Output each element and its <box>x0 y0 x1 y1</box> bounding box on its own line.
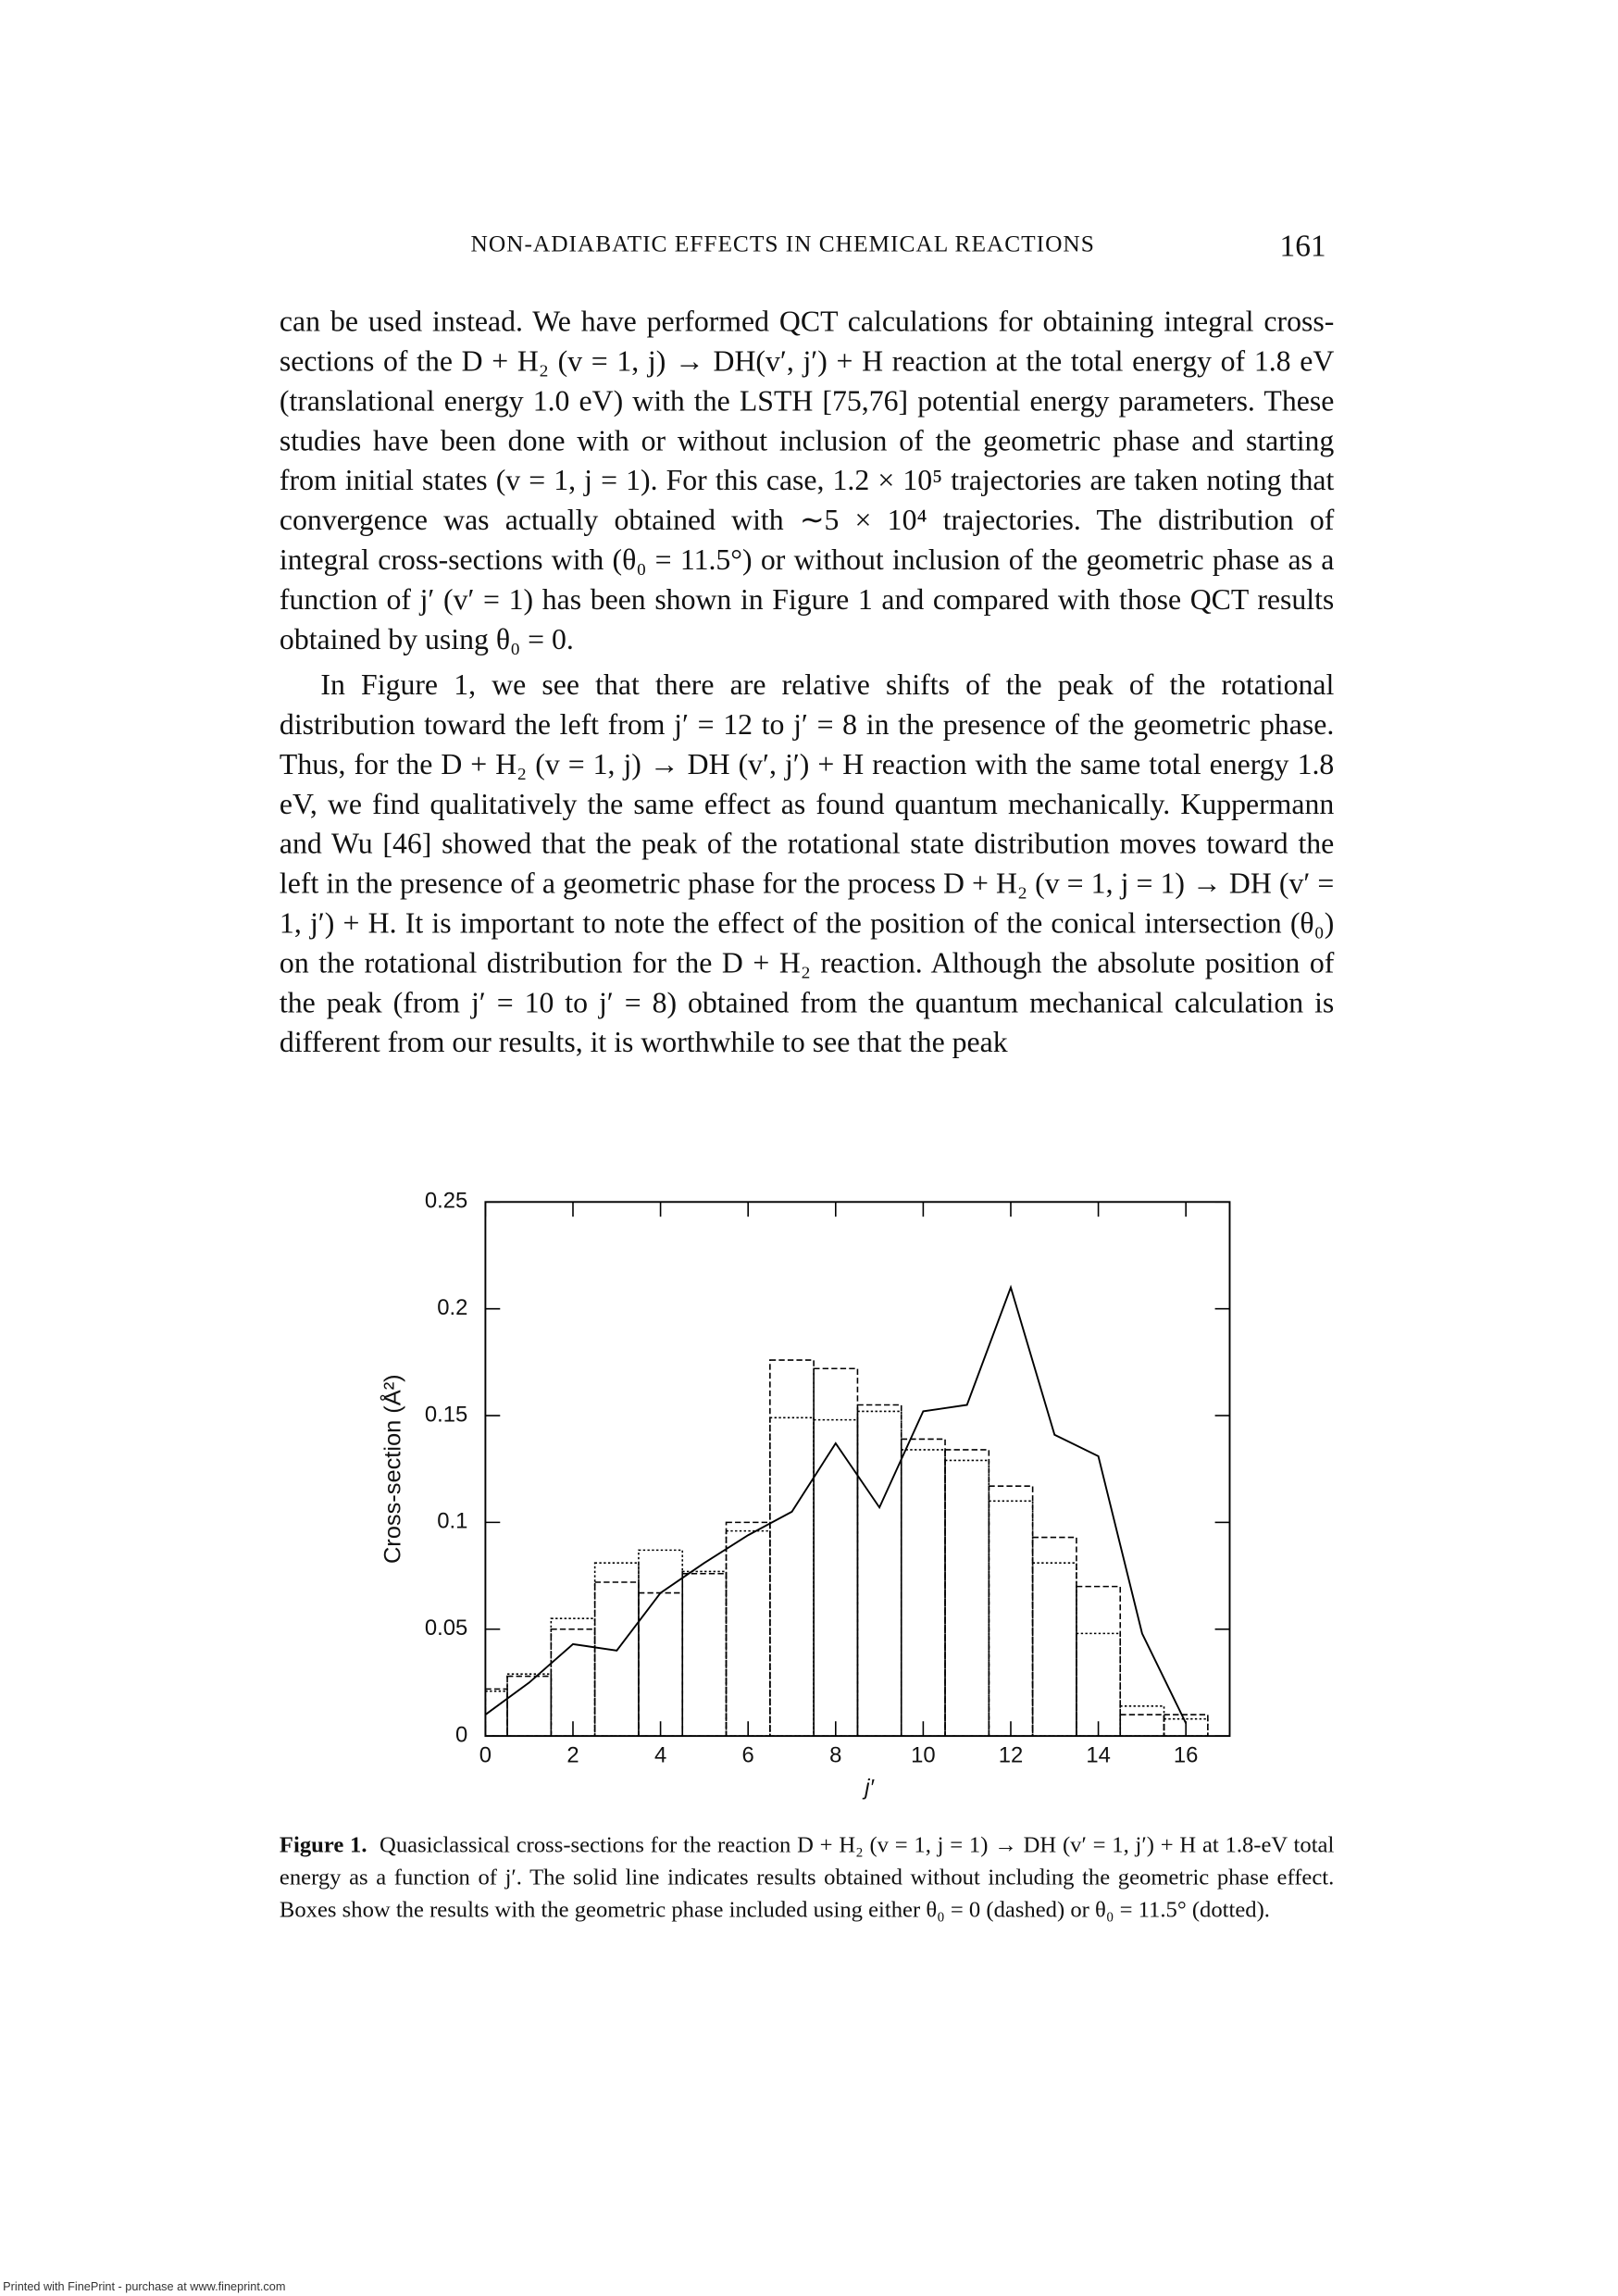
dashed-box <box>769 1359 815 1737</box>
dotted-box <box>769 1416 815 1737</box>
dotted-box <box>593 1562 640 1737</box>
no-gp-line <box>484 1284 1188 1724</box>
dotted-box <box>1119 1705 1165 1737</box>
dotted-box <box>813 1418 859 1737</box>
x-tick-label: 10 <box>911 1743 936 1768</box>
x-tick-label: 2 <box>566 1743 579 1768</box>
dashed-box <box>725 1521 771 1737</box>
running-title: NON-ADIABATIC EFFECTS IN CHEMICAL REACTI… <box>470 232 1095 258</box>
dotted-box <box>681 1570 728 1737</box>
dashed-box <box>900 1438 946 1737</box>
dashed-box <box>506 1675 553 1737</box>
dotted-box <box>1076 1632 1122 1737</box>
dashed-box <box>681 1572 728 1737</box>
dotted-box <box>725 1529 771 1737</box>
dotted-box <box>900 1449 946 1737</box>
y-tick-label: 0.2 <box>437 1295 467 1320</box>
dotted-box <box>550 1617 596 1737</box>
dashed-box <box>1076 1585 1122 1737</box>
dashed-box <box>944 1449 990 1737</box>
body-text: can be used instead. We have performed Q… <box>280 303 1334 1069</box>
y-tick-label: 0.25 <box>425 1189 467 1214</box>
y-tick-label: 0 <box>455 1722 467 1747</box>
x-tick-label: 4 <box>654 1743 666 1768</box>
figure-caption: Figure 1. Quasiclassical cross-sections … <box>280 1830 1334 1928</box>
dashed-box <box>813 1367 859 1737</box>
x-tick-label: 12 <box>999 1743 1024 1768</box>
dotted-box <box>944 1459 990 1737</box>
dotted-box <box>988 1500 1034 1737</box>
x-axis-label: j′ <box>862 1776 875 1801</box>
y-tick-label: 0.1 <box>437 1509 467 1534</box>
y-tick-label: 0.15 <box>425 1402 467 1427</box>
dashed-box <box>1031 1536 1077 1737</box>
x-tick-label: 14 <box>1086 1743 1111 1768</box>
dotted-box <box>1031 1562 1077 1737</box>
dotted-box <box>638 1549 684 1737</box>
dashed-box <box>856 1404 902 1737</box>
dashed-box <box>593 1581 640 1737</box>
chart: 0 0.05 0.1 0.15 0.2 0.25 0 2 4 6 8 10 12 14 16 j′ Cross-… <box>379 1189 1231 1801</box>
x-tick-label: 0 <box>479 1743 492 1768</box>
footer: Printed with FinePrint - purchase at www… <box>3 2280 286 2294</box>
dashed-box <box>988 1485 1034 1737</box>
x-tick-label: 6 <box>742 1743 754 1768</box>
page-number: 161 <box>1279 228 1326 264</box>
y-tick-label: 0.05 <box>425 1616 467 1641</box>
x-tick-label: 8 <box>829 1743 841 1768</box>
paragraph: In Figure 1, we see that there are relat… <box>279 669 1335 1060</box>
caption-text: Quasiclassical cross-sections for the re… <box>279 1833 1335 1923</box>
dashed-box <box>1119 1714 1165 1737</box>
dotted-box <box>484 1690 508 1737</box>
paragraph: can be used instead. We have performed Q… <box>279 306 1335 656</box>
x-tick-label: 16 <box>1174 1743 1199 1768</box>
dotted-box <box>856 1410 902 1737</box>
y-axis-label: Cross-section (Å²) <box>379 1374 406 1564</box>
caption-label: Figure 1. <box>279 1833 367 1859</box>
